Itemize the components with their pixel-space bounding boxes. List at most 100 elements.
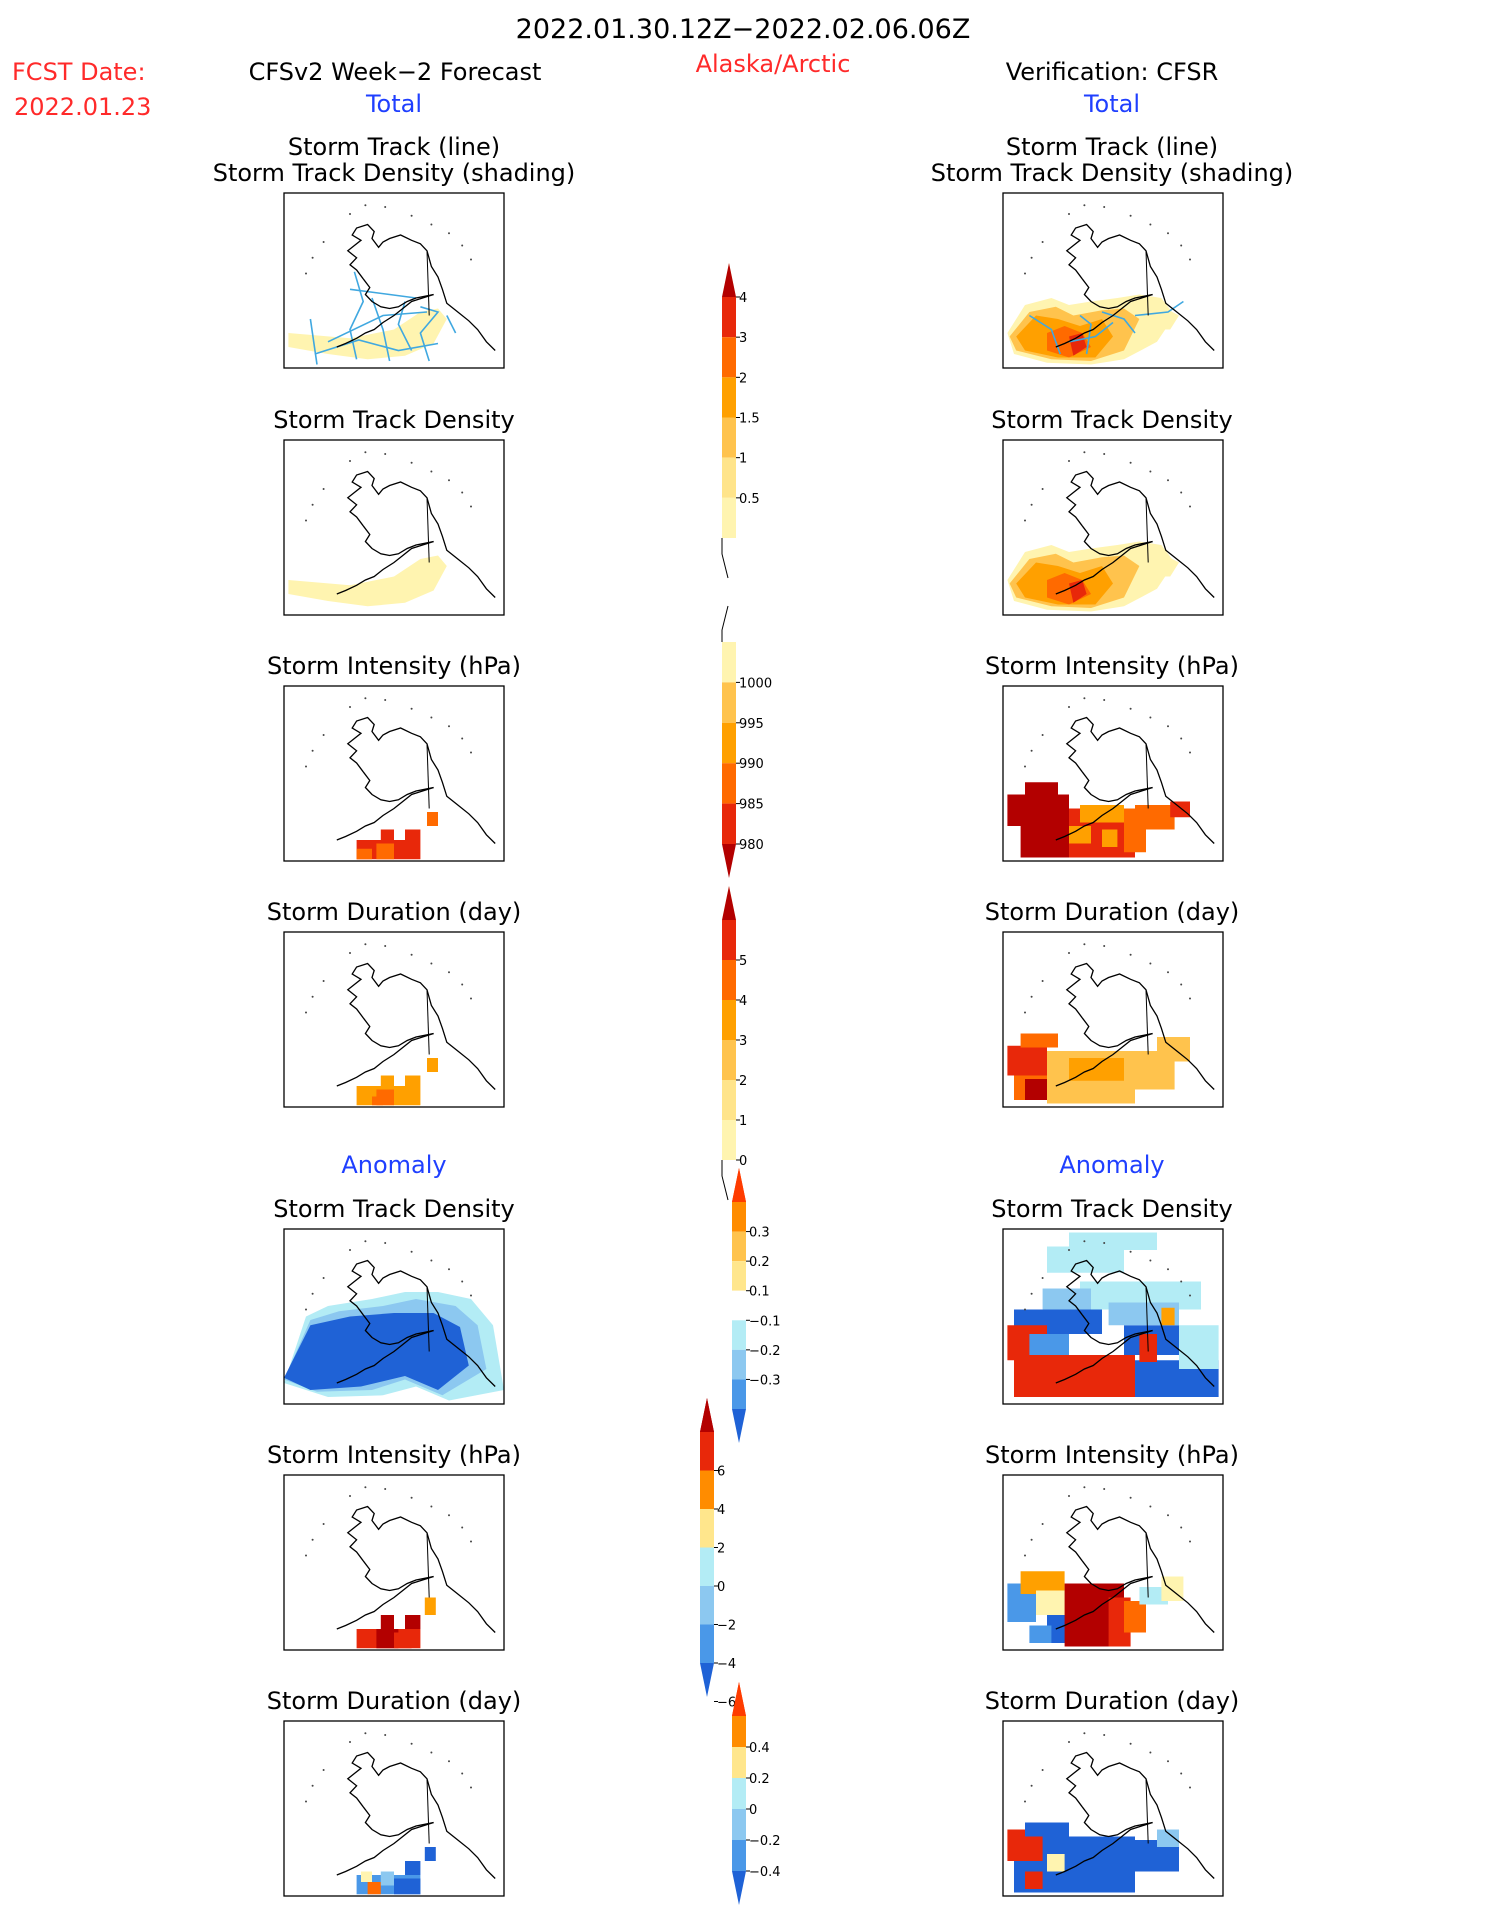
graticule-dot	[322, 241, 325, 243]
shaded-cell	[405, 1075, 421, 1086]
map-area	[284, 1240, 504, 1401]
graticule-dot	[461, 1526, 464, 1529]
coastline	[1065, 1259, 1215, 1387]
graticule-dot	[1030, 995, 1033, 998]
shaded-cell	[394, 1878, 421, 1895]
shaded-cell	[1170, 801, 1190, 818]
shaded-cell	[367, 1882, 381, 1895]
graticule-dot	[1068, 1741, 1070, 1743]
graticule-dot	[1083, 1486, 1086, 1489]
shaded-cell	[427, 1058, 438, 1072]
graticule-dot	[410, 1742, 413, 1745]
coastline	[1081, 1560, 1153, 1592]
storm-track-line	[349, 288, 417, 299]
coastline	[1055, 1032, 1153, 1087]
colorbar-swatch	[732, 1261, 746, 1291]
graticule-dot	[430, 962, 433, 965]
shaded-cell	[424, 1847, 436, 1861]
graticule-dot	[364, 204, 367, 207]
coastline	[1065, 716, 1215, 844]
panel-left-1: Storm Track Density	[273, 406, 515, 616]
colorbar-swatch	[722, 642, 736, 683]
colorbar-swatch	[732, 1778, 746, 1809]
graticule-dot	[1024, 272, 1026, 275]
graticule-dot	[1068, 1495, 1070, 1497]
panel-title: Storm Duration (day)	[267, 898, 522, 926]
map-frame	[283, 439, 505, 616]
shaded-region	[1152, 308, 1179, 330]
shaded-cell	[1025, 1822, 1069, 1837]
colorbar-swatch	[732, 1747, 746, 1778]
graticule-dot	[1129, 1742, 1132, 1745]
map-frame	[283, 1474, 505, 1651]
colorbar-label: −4	[717, 1657, 736, 1672]
graticule-dot	[311, 749, 314, 752]
colorbar-label: 4	[717, 1503, 725, 1518]
colorbar-label: 0.3	[749, 1226, 770, 1241]
map-area	[1007, 1232, 1219, 1397]
colorbar-swatch	[732, 1379, 746, 1409]
shaded-cell	[1069, 826, 1091, 844]
panel-title: Storm Duration (day)	[985, 1687, 1240, 1715]
shaded-cell	[427, 812, 438, 826]
graticule-dot	[364, 1732, 367, 1735]
colorbar-swatch	[722, 417, 736, 458]
coastline	[336, 540, 434, 595]
coastline	[1081, 1806, 1153, 1838]
colorbar-label: 0	[717, 1580, 725, 1595]
storm-track-line	[1079, 314, 1092, 355]
shaded-cell	[1025, 1079, 1047, 1100]
border-line	[1145, 1778, 1149, 1844]
colorbar-label: 6	[717, 1465, 725, 1480]
panel-left-2: Storm Intensity (hPa)	[267, 652, 521, 862]
shaded-cell	[1124, 1601, 1146, 1633]
colorbar-label: −0.3	[749, 1373, 781, 1388]
colorbar-swatch	[732, 1840, 746, 1871]
shaded-cell	[424, 1597, 436, 1615]
graticule-dot	[1149, 1259, 1152, 1262]
shaded-cell	[376, 843, 394, 860]
shaded-cell	[1020, 1033, 1058, 1048]
graticule-dot	[1149, 470, 1152, 473]
panel-right-5: Storm Intensity (hPa)	[985, 1441, 1239, 1651]
graticule-dot	[1180, 1526, 1183, 1529]
colorbar-label: −0.2	[749, 1834, 781, 1849]
graticule-dot	[461, 1772, 464, 1775]
graticule-dot	[305, 519, 307, 522]
coastline	[1055, 786, 1153, 841]
colorbar-swatch	[722, 763, 736, 804]
coastline	[336, 1329, 434, 1384]
coastline	[362, 278, 434, 310]
colorbar-swatch	[700, 1432, 714, 1471]
map-frame	[1002, 1720, 1224, 1897]
graticule-dot	[1167, 725, 1169, 728]
map-frame	[1002, 192, 1224, 369]
colorbar-swatch	[722, 1080, 736, 1120]
shaded-cell	[372, 1096, 383, 1106]
colorbar-swatch	[732, 1320, 746, 1350]
colorbar-duration: 0 1 2 3 4 5	[721, 886, 747, 1201]
graticule-dot	[311, 256, 314, 259]
graticule-dot	[1167, 1268, 1169, 1271]
colorbar-label: 5	[739, 954, 747, 969]
coastline	[1055, 1329, 1153, 1384]
map-area	[1007, 451, 1215, 612]
graticule-dot	[311, 1538, 314, 1541]
colorbar-swatch	[722, 682, 736, 723]
graticule-dot	[322, 488, 325, 490]
colorbar-swatch	[700, 1624, 714, 1663]
coastline	[362, 1806, 434, 1838]
colorbar-swatch	[722, 803, 736, 844]
graticule-dot	[364, 697, 367, 700]
graticule-dot	[1041, 488, 1044, 490]
colorbar-label: 0.5	[739, 492, 760, 507]
map-area	[305, 1732, 496, 1895]
graticule-dot	[1149, 962, 1152, 965]
colorbar-swatch	[722, 1040, 736, 1080]
graticule-dot	[1024, 765, 1026, 768]
graticule-dot	[1189, 258, 1191, 261]
graticule-dot	[1030, 256, 1033, 259]
map-area	[1007, 1732, 1215, 1893]
colorbar-label: 1000	[739, 676, 772, 691]
coastline	[336, 293, 434, 348]
